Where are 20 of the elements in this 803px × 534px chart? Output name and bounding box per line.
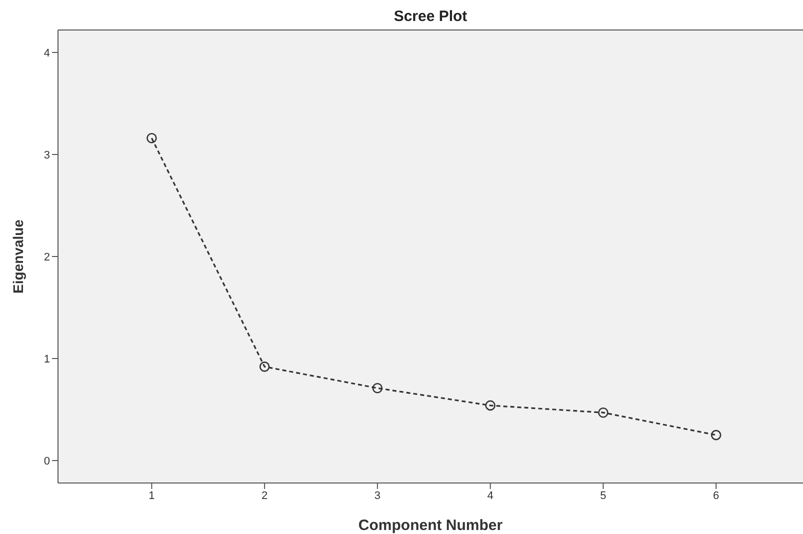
y-tick-label: 1 bbox=[44, 353, 50, 366]
point bbox=[259, 362, 270, 372]
point bbox=[485, 400, 496, 411]
y-tick-label: 3 bbox=[44, 149, 50, 162]
chart-title: Scree Plot bbox=[392, 8, 468, 25]
x-tick-label: 4 bbox=[487, 490, 494, 502]
x-tick-label: 6 bbox=[713, 490, 720, 502]
y-axis-title: Eigenvalue bbox=[10, 219, 26, 294]
point bbox=[598, 407, 608, 418]
y-tick-label: 4 bbox=[44, 47, 50, 60]
x-tick-label: 5 bbox=[600, 490, 606, 502]
point bbox=[710, 430, 722, 440]
point bbox=[146, 133, 157, 144]
point bbox=[372, 382, 383, 394]
x-tick-label: 1 bbox=[148, 490, 155, 502]
y-tick-label: 2 bbox=[44, 251, 50, 264]
x-tick-label: 3 bbox=[374, 490, 381, 502]
y-tick-label: 0 bbox=[44, 455, 50, 468]
x-tick-label: 2 bbox=[262, 490, 268, 502]
x-axis-title: Component Number bbox=[358, 517, 503, 534]
